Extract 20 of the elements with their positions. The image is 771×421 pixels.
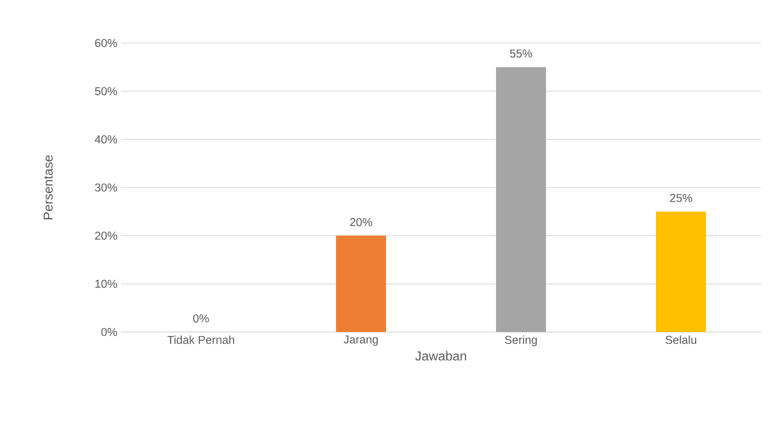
bar — [336, 236, 386, 332]
bar — [496, 67, 546, 332]
y-tick-label: 30% — [94, 183, 118, 192]
y-tick-label: 60% — [95, 38, 118, 48]
y-axis-title: Persentase — [44, 155, 53, 220]
x-tick-label: Sering — [504, 336, 537, 346]
data-label: 55% — [510, 50, 532, 58]
y-tick-label: 20% — [95, 232, 118, 240]
y-tick-label: 50% — [95, 87, 118, 96]
x-tick-label: Jarang — [344, 336, 378, 346]
y-tick-label: 10% — [95, 280, 118, 288]
data-label: 20% — [350, 218, 372, 226]
x-axis-title: Jawaban — [415, 351, 466, 361]
y-tick-label: 0% — [101, 328, 118, 336]
y-tick-label: 40% — [94, 135, 118, 144]
data-label: 25% — [670, 194, 692, 202]
x-tick-label: Selalu — [666, 336, 696, 344]
bar — [656, 212, 706, 332]
data-label: 0% — [193, 314, 209, 322]
x-tick-label: Tidak Pernah — [167, 336, 234, 344]
